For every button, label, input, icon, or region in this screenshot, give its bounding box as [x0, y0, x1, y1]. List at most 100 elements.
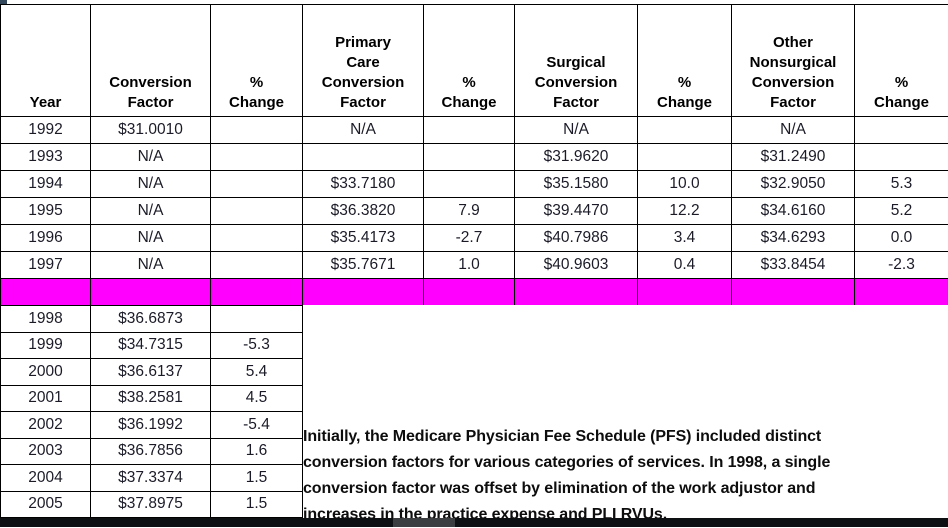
header-cell-pct-change[interactable]: % Change	[211, 5, 303, 117]
cell-surg-pct-change[interactable]: 0.4	[638, 252, 732, 279]
cell-conversion-factor[interactable]: N/A	[91, 225, 211, 252]
cell-primary-care-cf[interactable]: $35.4173	[303, 225, 424, 252]
cell-conversion-factor[interactable]: N/A	[91, 144, 211, 171]
divider-cell[interactable]	[211, 279, 303, 305]
cell-other-pct-change[interactable]: 5.3	[855, 171, 948, 198]
cell-other-pct-change[interactable]: 0.0	[855, 225, 948, 252]
cell-conversion-factor[interactable]: $36.1992	[91, 412, 211, 439]
table-row-2001: 2001 $38.2581 4.5	[1, 385, 303, 412]
header-cell-surgical-cf[interactable]: Surgical Conversion Factor	[515, 5, 638, 117]
cell-surg-pct-change[interactable]: 12.2	[638, 198, 732, 225]
cell-other-nonsurgical-cf[interactable]: $34.6293	[732, 225, 855, 252]
cell-year[interactable]: 1997	[1, 252, 91, 279]
cell-surgical-cf[interactable]: $35.1580	[515, 171, 638, 198]
cell-conversion-factor[interactable]: $37.3374	[91, 465, 211, 492]
cell-surg-pct-change[interactable]	[638, 117, 732, 144]
cell-pct-change[interactable]: 5.4	[211, 359, 303, 386]
header-cell-other-nonsurgical-cf[interactable]: Other Nonsurgical Conversion Factor	[732, 5, 855, 117]
cell-primary-care-cf[interactable]: $35.7671	[303, 252, 424, 279]
cell-conversion-factor[interactable]: $36.6137	[91, 359, 211, 386]
cell-pc-pct-change[interactable]	[424, 117, 515, 144]
cell-conversion-factor[interactable]: $31.0010	[91, 117, 211, 144]
cell-other-pct-change[interactable]	[855, 144, 948, 171]
cell-other-nonsurgical-cf[interactable]: $32.9050	[732, 171, 855, 198]
cell-conversion-factor[interactable]: $38.2581	[91, 385, 211, 412]
divider-cell[interactable]	[638, 279, 732, 305]
table-row-1995: 1995 N/A $36.3820 7.9 $39.4470 12.2 $34.…	[1, 198, 948, 225]
cell-conversion-factor[interactable]: N/A	[91, 252, 211, 279]
cell-conversion-factor[interactable]: N/A	[91, 171, 211, 198]
cell-pc-pct-change[interactable]: 1.0	[424, 252, 515, 279]
header-cell-year[interactable]: Year	[1, 5, 91, 117]
cell-year[interactable]: 1998	[1, 306, 91, 333]
cell-conversion-factor[interactable]: $36.7856	[91, 438, 211, 465]
divider-cell[interactable]	[855, 279, 948, 305]
cell-other-nonsurgical-cf[interactable]: $34.6160	[732, 198, 855, 225]
cell-surgical-cf[interactable]: N/A	[515, 117, 638, 144]
cell-other-pct-change[interactable]	[855, 117, 948, 144]
cell-pc-pct-change[interactable]: 7.9	[424, 198, 515, 225]
cell-surgical-cf[interactable]: $40.9603	[515, 252, 638, 279]
cell-conversion-factor[interactable]: $36.6873	[91, 306, 211, 333]
header-cell-other-pct-change[interactable]: % Change	[855, 5, 948, 117]
cell-pct-change[interactable]: -5.3	[211, 332, 303, 359]
header-cell-pc-pct-change[interactable]: % Change	[424, 5, 515, 117]
cell-year[interactable]: 2004	[1, 465, 91, 492]
header-cell-conversion-factor[interactable]: Conversion Factor	[91, 5, 211, 117]
cell-year[interactable]: 1992	[1, 117, 91, 144]
divider-cell[interactable]	[732, 279, 855, 305]
cell-surg-pct-change[interactable]: 10.0	[638, 171, 732, 198]
cell-year[interactable]: 1995	[1, 198, 91, 225]
cell-pct-change[interactable]	[211, 117, 303, 144]
divider-cell[interactable]	[303, 279, 424, 305]
cell-surg-pct-change[interactable]	[638, 144, 732, 171]
cell-other-pct-change[interactable]: -2.3	[855, 252, 948, 279]
cell-surg-pct-change[interactable]: 3.4	[638, 225, 732, 252]
cell-pc-pct-change[interactable]	[424, 171, 515, 198]
cell-year[interactable]: 2003	[1, 438, 91, 465]
cell-pct-change[interactable]: 1.6	[211, 438, 303, 465]
cell-year[interactable]: 1999	[1, 332, 91, 359]
divider-cell[interactable]	[1, 279, 91, 305]
cell-year[interactable]: 2002	[1, 412, 91, 439]
cell-primary-care-cf[interactable]: N/A	[303, 117, 424, 144]
cell-conversion-factor[interactable]: $34.7315	[91, 332, 211, 359]
divider-cell[interactable]	[515, 279, 638, 305]
cell-primary-care-cf[interactable]: $36.3820	[303, 198, 424, 225]
cell-other-nonsurgical-cf[interactable]: $31.2490	[732, 144, 855, 171]
table-row-1992: 1992 $31.0010 N/A N/A N/A	[1, 117, 948, 144]
cell-other-nonsurgical-cf[interactable]: $33.8454	[732, 252, 855, 279]
header-cell-primary-care-cf[interactable]: Primary Care Conversion Factor	[303, 5, 424, 117]
cell-pct-change[interactable]	[211, 306, 303, 333]
cell-pc-pct-change[interactable]: -2.7	[424, 225, 515, 252]
cell-primary-care-cf[interactable]	[303, 144, 424, 171]
cell-pct-change[interactable]	[211, 252, 303, 279]
cell-other-pct-change[interactable]: 5.2	[855, 198, 948, 225]
cell-primary-care-cf[interactable]: $33.7180	[303, 171, 424, 198]
header-cell-surg-pct-change[interactable]: % Change	[638, 5, 732, 117]
cell-surgical-cf[interactable]: $31.9620	[515, 144, 638, 171]
cell-conversion-factor[interactable]: $37.8975	[91, 491, 211, 518]
taskbar-item[interactable]	[393, 518, 455, 527]
cell-pct-change[interactable]: -5.4	[211, 412, 303, 439]
cell-surgical-cf[interactable]: $40.7986	[515, 225, 638, 252]
cell-surgical-cf[interactable]: $39.4470	[515, 198, 638, 225]
divider-cell[interactable]	[424, 279, 515, 305]
cell-year[interactable]: 1993	[1, 144, 91, 171]
cell-year[interactable]: 1996	[1, 225, 91, 252]
cell-pct-change[interactable]	[211, 171, 303, 198]
cell-pct-change[interactable]	[211, 225, 303, 252]
cell-other-nonsurgical-cf[interactable]: N/A	[732, 117, 855, 144]
cell-year[interactable]: 2000	[1, 359, 91, 386]
cell-pc-pct-change[interactable]	[424, 144, 515, 171]
cell-year[interactable]: 1994	[1, 171, 91, 198]
cell-pct-change[interactable]: 4.5	[211, 385, 303, 412]
cell-pct-change[interactable]: 1.5	[211, 465, 303, 492]
cell-year[interactable]: 2005	[1, 491, 91, 518]
divider-cell[interactable]	[91, 279, 211, 305]
cell-pct-change[interactable]	[211, 198, 303, 225]
cell-conversion-factor[interactable]: N/A	[91, 198, 211, 225]
cell-pct-change[interactable]	[211, 144, 303, 171]
cell-pct-change[interactable]: 1.5	[211, 491, 303, 518]
cell-year[interactable]: 2001	[1, 385, 91, 412]
